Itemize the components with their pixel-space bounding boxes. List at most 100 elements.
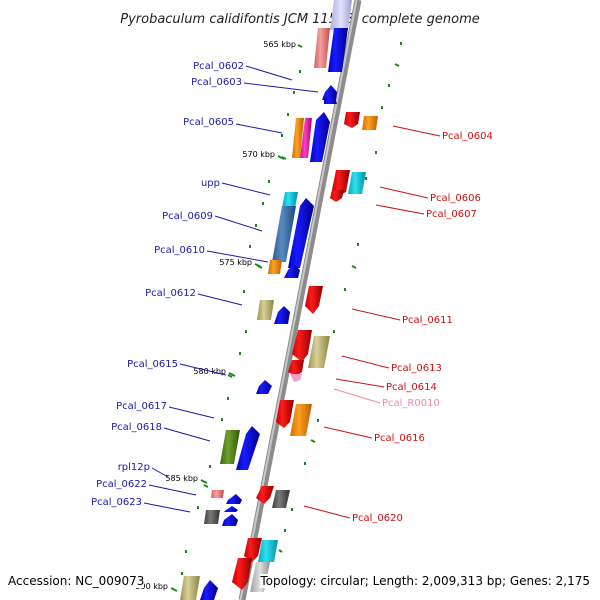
kbp-tick [228,372,236,377]
gene-pcal-0616-red [276,400,294,428]
gene-label-reverse: Pcal_0607 [426,209,477,220]
gene-upp-cyan [282,192,298,208]
leader-line [214,215,263,232]
leader-line [333,388,381,404]
gene-label-forward: Pcal_0617 [116,401,167,412]
gene-pcal-0605-blue [310,112,330,162]
gene-pcal-0606-cyan [348,172,366,194]
leader-line [323,426,373,439]
gene-pcal-0620-gray [272,490,290,508]
gene-rpl12p-pink [211,490,224,498]
gene-pcal-0615-blue [256,380,272,394]
topology-text: Topology: circular; Length: 2,009,313 bp… [260,574,590,588]
leader-line [148,484,197,496]
gene-top-lavender [330,0,352,30]
gene-pcal-0617-green [220,430,240,464]
gene-label-forward: Pcal_0602 [193,61,244,72]
accession-text: Accession: NC_009073 [8,574,145,588]
gene-bottom-olive [180,576,200,600]
gene-pcal-0605-orange [292,118,304,158]
leader-line [392,125,441,137]
gene-label-forward: Pcal_0618 [111,422,162,433]
gene-label-forward: Pcal_0603 [191,77,242,88]
leader-line [245,65,293,81]
leader-line [375,204,425,215]
gene-pcal-0611-red [305,286,323,314]
gene-label-forward: Pcal_0605 [183,117,234,128]
gene-pcal-0620-red [256,486,274,504]
gene-pcal-0606-red [332,170,350,196]
right-gene-labels: Pcal_0604 Pcal_0606 Pcal_0607 Pcal_0611 Pcal… [352,131,493,524]
gene-pcal-0603 [322,85,337,100]
gene-label-reverse: Pcal_0604 [442,131,493,142]
gene-bottom-cyan [258,540,278,562]
gene-pcal-0610-orange [268,260,282,274]
gene-bottom-red-2 [232,558,252,590]
kbp-label: 590 kbp [135,582,168,591]
leader-line [335,378,385,388]
leader-line [163,427,211,442]
gene-label-forward: Pcal_0615 [127,359,178,370]
gene-bottom-red-1 [244,538,262,562]
gene-pcal-0607-red [330,190,344,202]
gene-label-reverse: Pcal_0611 [402,315,453,326]
gene-pcal-0604-orange [362,116,378,130]
gene-pcal-r0010-pink [290,374,302,382]
gene-pcal-0614-red [288,360,304,376]
leader-line [221,182,271,196]
kbp-tick [297,44,303,48]
gene-features [180,0,378,600]
gene-label-forward: Pcal_0609 [162,211,213,222]
leader-line [303,505,351,519]
gene-top-blue [328,28,348,72]
right-leader-lines [303,125,441,519]
gene-pcal-0613-red [292,330,312,362]
gene-pcal-0612-blue [274,306,290,324]
map-title: Pyrobaculum calidifontis JCM 11548, comp… [120,12,480,27]
kbp-label: 585 kbp [165,474,198,483]
gene-pcal-0623-blue2 [222,514,238,526]
leader-line [168,406,215,419]
gene-label-reverse: Pcal_0613 [391,363,442,374]
leader-line [143,502,191,513]
gene-label-forward: rpl12p [118,462,150,473]
leader-line [341,355,390,369]
gene-pcal-0618-blue [236,426,260,470]
gene-pcal-0612-olive [257,300,274,320]
gene-pcal-0610-blue [284,264,300,278]
gene-pcal-0613-olive [308,336,330,368]
kbp-label: 570 kbp [242,150,275,159]
gene-label-forward: Pcal_0623 [91,497,142,508]
kbp-tick [254,263,262,268]
gene-label-forward: Pcal_0622 [96,479,147,490]
gene-pcal-0623-gray [204,510,220,524]
kbp-label: 565 kbp [263,40,296,49]
gene-label-reverse: Pcal_0614 [386,382,437,393]
gene-pcal-0609-steel [272,206,296,262]
leader-line [206,250,269,263]
gene-top-pink [314,28,330,68]
gene-pcal-0609-blue [288,198,314,268]
kbp-tick [277,155,285,160]
gene-bottom-blue [200,580,218,600]
gene-label-reverse: Pcal_R0010 [382,398,440,409]
leader-line [235,123,283,134]
gene-label-reverse: Pcal_0620 [352,513,403,524]
gene-label-reverse: Pcal_0606 [430,193,481,204]
gene-label-forward: Pcal_0612 [145,288,196,299]
inner-tick-track [181,70,301,575]
gene-pcal-0605-magenta [300,118,312,158]
gene-label-reverse: Pcal_0616 [374,433,425,444]
leader-line [151,467,169,478]
gene-label-forward: upp [201,178,220,189]
gene-pcal-0616-orange [290,404,312,436]
leader-line [179,363,227,376]
gene-pcal-0622-blue [226,494,242,504]
leader-line [351,308,401,321]
leader-line [243,82,319,93]
gene-pcal-0623-blue [224,506,238,512]
leader-line [197,293,243,306]
leader-line [379,186,429,199]
